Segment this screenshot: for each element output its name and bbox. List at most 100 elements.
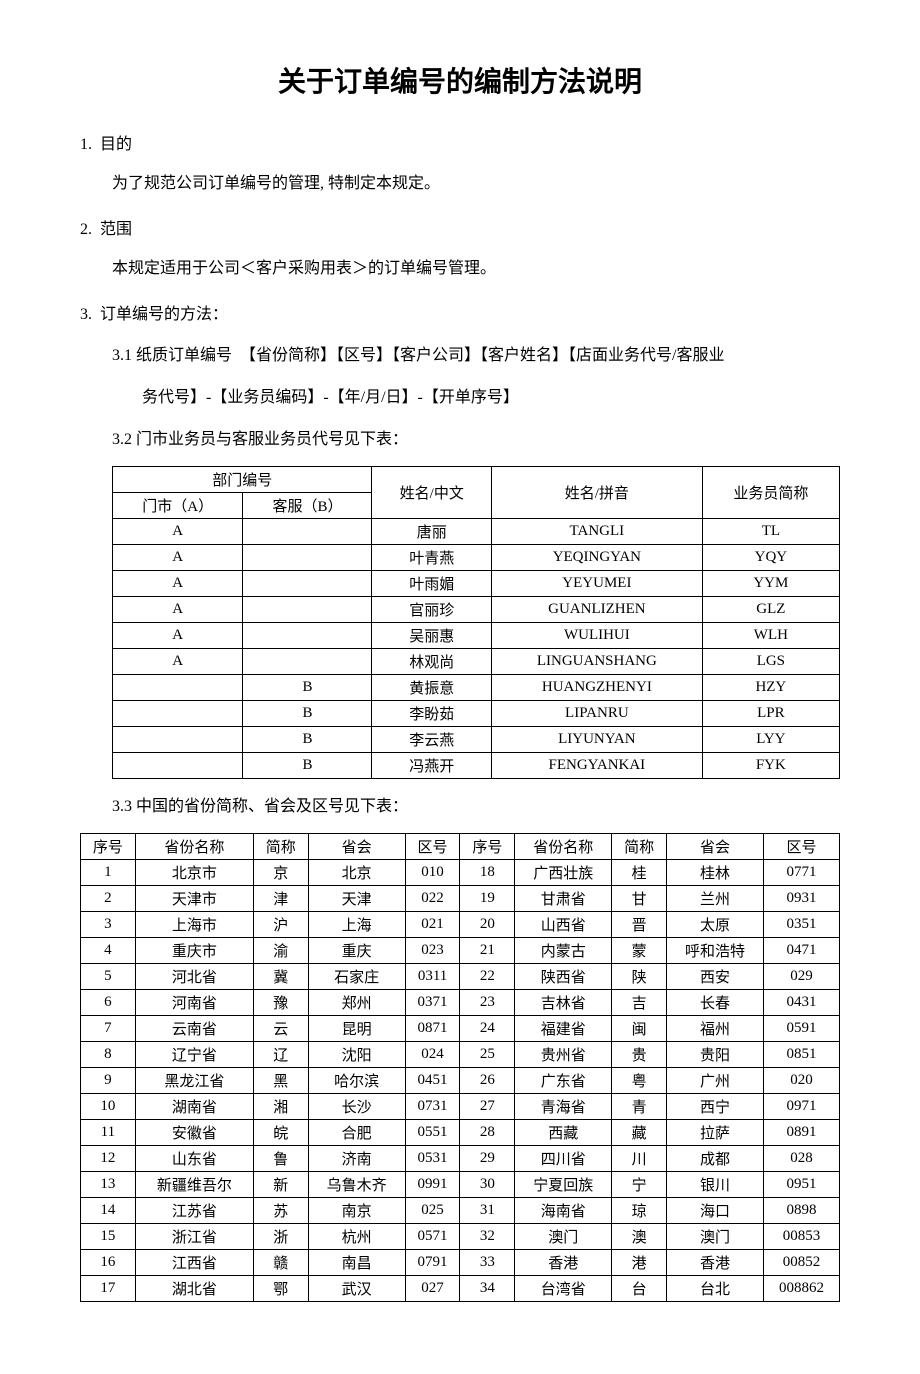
province-row: 3上海市沪上海02120山西省晋太原0351 [81,911,840,937]
section-2-label: 范围 [100,221,132,238]
province-cell: 0471 [764,937,840,963]
province-cell: 008862 [764,1275,840,1301]
staff-cell-a [113,674,243,700]
section-3-num: 3. [80,306,92,323]
province-cell: 重庆市 [135,937,253,963]
province-cell: 晋 [612,911,667,937]
province-cell: 青海省 [515,1093,612,1119]
province-cell: 武汉 [308,1275,405,1301]
staff-row: A叶青燕YEQINGYANYQY [113,544,840,570]
staff-cell-py: WULIHUI [492,622,703,648]
province-cell: 30 [460,1171,515,1197]
staff-header-dept: 部门编号 [113,466,372,492]
staff-cell-abbr: TL [702,518,839,544]
staff-cell-a [113,726,243,752]
province-cell: 福州 [667,1015,764,1041]
province-cell: 山东省 [135,1145,253,1171]
province-cell: 西藏 [515,1119,612,1145]
province-cell: 长春 [667,989,764,1015]
province-header-seq-l: 序号 [81,833,136,859]
province-cell: 4 [81,937,136,963]
province-header-name-r: 省份名称 [515,833,612,859]
province-cell: 呼和浩特 [667,937,764,963]
province-cell: 昆明 [308,1015,405,1041]
province-cell: 31 [460,1197,515,1223]
province-cell: 济南 [308,1145,405,1171]
province-cell: 8 [81,1041,136,1067]
province-cell: 18 [460,859,515,885]
staff-cell-a [113,752,243,778]
province-cell: 宁 [612,1171,667,1197]
province-cell: 港 [612,1249,667,1275]
province-cell: 合肥 [308,1119,405,1145]
province-cell: 长沙 [308,1093,405,1119]
province-cell: 藏 [612,1119,667,1145]
province-cell: 山西省 [515,911,612,937]
province-cell: 16 [81,1249,136,1275]
province-cell: 哈尔滨 [308,1067,405,1093]
province-cell: 西宁 [667,1093,764,1119]
staff-cell-abbr: YYM [702,570,839,596]
province-cell: 福建省 [515,1015,612,1041]
province-cell: 内蒙古 [515,937,612,963]
province-cell: 京 [253,859,308,885]
staff-cell-abbr: HZY [702,674,839,700]
province-cell: 银川 [667,1171,764,1197]
staff-cell-a: A [113,596,243,622]
province-row: 9黑龙江省黑哈尔滨045126广东省粤广州020 [81,1067,840,1093]
staff-cell-abbr: LGS [702,648,839,674]
province-cell: 宁夏回族 [515,1171,612,1197]
province-cell: 26 [460,1067,515,1093]
province-cell: 32 [460,1223,515,1249]
province-cell: 鄂 [253,1275,308,1301]
province-cell: 吉 [612,989,667,1015]
province-row: 16江西省赣南昌079133香港港香港00852 [81,1249,840,1275]
province-cell: 成都 [667,1145,764,1171]
province-header-name-l: 省份名称 [135,833,253,859]
province-row: 14江苏省苏南京02531海南省琼海口0898 [81,1197,840,1223]
staff-cell-abbr: LYY [702,726,839,752]
province-cell: 皖 [253,1119,308,1145]
province-cell: 重庆 [308,937,405,963]
province-cell: 河南省 [135,989,253,1015]
province-cell: 赣 [253,1249,308,1275]
province-header-capital-l: 省会 [308,833,405,859]
province-cell: 吉林省 [515,989,612,1015]
province-cell: 广东省 [515,1067,612,1093]
province-cell: 乌鲁木齐 [308,1171,405,1197]
staff-header-abbr: 业务员简称 [702,466,839,518]
province-cell: 甘 [612,885,667,911]
staff-row: A官丽珍GUANLIZHENGLZ [113,596,840,622]
staff-row: A叶雨媚YEYUMEIYYM [113,570,840,596]
province-cell: 9 [81,1067,136,1093]
section-1-heading: 1. 目的 [80,130,840,154]
province-header-row: 序号 省份名称 简称 省会 区号 序号 省份名称 简称 省会 区号 [81,833,840,859]
province-cell: 台 [612,1275,667,1301]
province-cell: 辽 [253,1041,308,1067]
staff-cell-py: GUANLIZHEN [492,596,703,622]
staff-cell-b [243,518,372,544]
province-cell: 海南省 [515,1197,612,1223]
staff-header-row-1: 部门编号 姓名/中文 姓名/拼音 业务员简称 [113,466,840,492]
province-cell: 028 [764,1145,840,1171]
province-cell: 29 [460,1145,515,1171]
province-cell: 天津市 [135,885,253,911]
province-cell: 上海 [308,911,405,937]
province-cell: 津 [253,885,308,911]
province-cell: 贵州省 [515,1041,612,1067]
province-cell: 贵 [612,1041,667,1067]
section-2-body: 本规定适用于公司＜客户采购用表＞的订单编号管理。 [112,255,840,284]
staff-header-name-cn: 姓名/中文 [372,466,492,518]
staff-cell-a: A [113,622,243,648]
staff-cell-abbr: WLH [702,622,839,648]
province-cell: 香港 [667,1249,764,1275]
province-cell: 19 [460,885,515,911]
province-cell: 广西壮族 [515,859,612,885]
province-cell: 10 [81,1093,136,1119]
province-cell: 0551 [405,1119,460,1145]
staff-row: B黄振意HUANGZHENYIHZY [113,674,840,700]
province-cell: 27 [460,1093,515,1119]
staff-cell-abbr: LPR [702,700,839,726]
province-cell: 澳门 [515,1223,612,1249]
province-cell: 兰州 [667,885,764,911]
